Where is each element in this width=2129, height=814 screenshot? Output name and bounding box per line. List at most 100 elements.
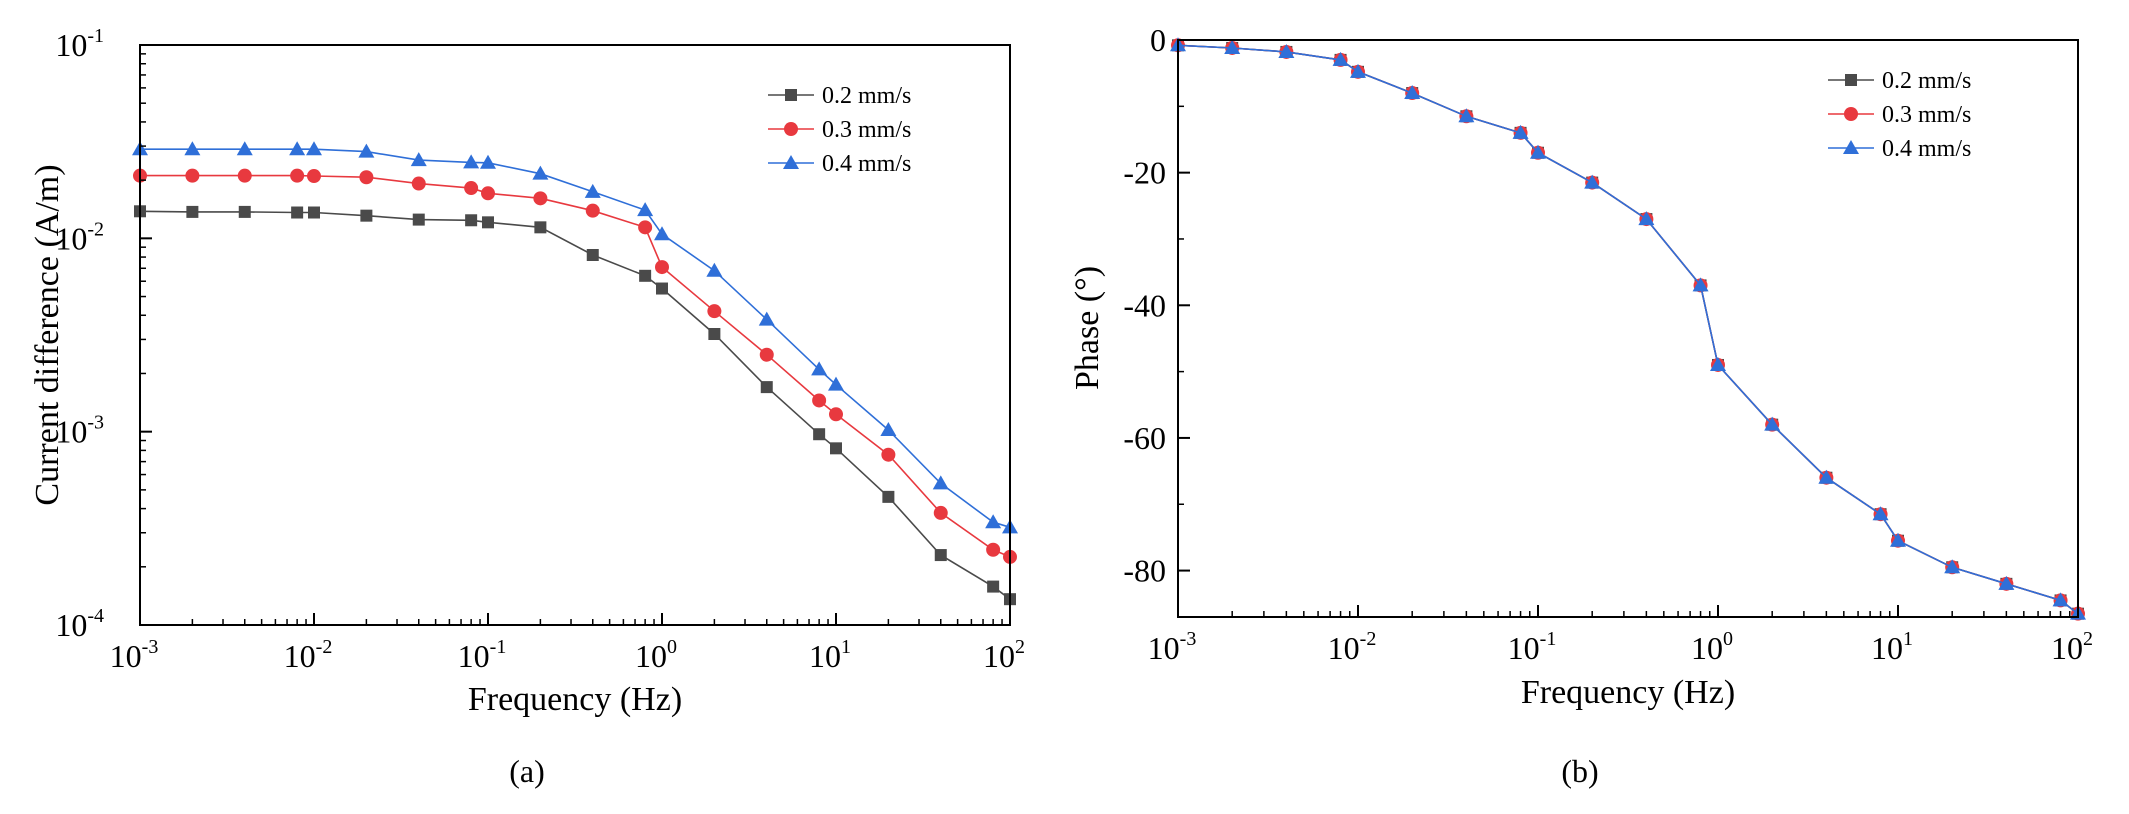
data-point [1350,63,1366,78]
series-2-a [133,168,1017,564]
legend-label: 0.3 mm/s [1882,102,1971,128]
data-point [932,475,949,490]
y-axis-title-a: Current difference (A/m) [29,164,66,505]
series-line [139,210,1011,600]
x-axis-title-b: Frequency (Hz) [1521,674,1735,711]
x-tick-label: 101 [809,636,851,674]
data-point [465,214,478,227]
data-point [411,176,426,191]
plot-area-a [132,141,1018,606]
data-point [811,361,828,376]
legend-swatch-marker [1843,140,1859,154]
data-point [881,447,896,462]
y-tick-label: -20 [1123,155,1166,191]
y-tick-label: 10-3 [55,412,104,450]
legend-label: 0.3 mm/s [822,117,911,143]
data-point [1638,211,1655,226]
data-point [186,205,199,218]
data-point [985,514,1002,529]
data-point [237,168,252,183]
legend-item: 0.2 mm/s [768,83,911,109]
plot-frame-b [1177,39,2079,618]
panel-label-a: (a) [509,753,545,789]
data-point [289,141,306,156]
data-point [585,203,600,218]
y-axis-ticks-a: 10-4 10-3 10-2 10-1 [55,25,152,643]
data-point [1332,51,1349,66]
legend-swatch-marker [1845,74,1857,86]
data-point [708,328,721,341]
x-tick-label: 102 [2051,628,2093,666]
data-point [480,154,496,169]
legend-swatch-marker [1844,107,1858,121]
data-point [1710,356,1726,371]
data-point [880,422,897,437]
data-point [1584,174,1601,189]
data-point [986,542,1001,557]
data-point [812,393,827,408]
data-point [236,141,253,156]
data-point [586,248,599,261]
series-line [140,174,1011,558]
y-tick-label: 10-1 [55,25,104,63]
data-point [184,141,201,156]
data-point [933,505,948,520]
legend-item: 0.3 mm/s [1828,102,1971,128]
series-line [1177,44,2079,615]
data-point [987,580,1000,593]
data-point [760,381,773,394]
x-tick-label: 100 [1691,628,1733,666]
x-tick-label: 10-1 [458,636,507,674]
series-3-b [1170,37,2086,620]
legend-label: 0.4 mm/s [822,151,911,177]
legend-item: 0.4 mm/s [768,151,911,177]
data-point [759,347,774,362]
data-point [238,205,251,218]
x-tick-label: 10-3 [1148,628,1197,666]
data-point [410,152,427,167]
data-point [358,143,375,158]
data-point [1458,108,1475,123]
data-point [532,165,549,180]
series-3-a [132,141,1018,534]
legend-label: 0.4 mm/s [1882,136,1971,162]
plot-area-b [1170,37,2086,621]
data-point [637,202,654,217]
data-point [291,206,304,219]
data-point [534,221,547,234]
x-axis-ticks-a: 10-3 10-2 10-1 100 101 102 [110,613,1025,674]
y-tick-label: 10-4 [55,605,104,643]
data-point [882,490,895,503]
data-point [1224,39,1241,54]
chart-panel-a: Frequency (Hz) Current difference (A/m) … [29,25,1025,789]
data-point [707,304,722,319]
x-axis-title-a: Frequency (Hz) [468,681,682,718]
x-tick-label: 101 [1871,628,1913,666]
legend-item: 0.4 mm/s [1828,136,1971,162]
legend-item: 0.3 mm/s [768,117,911,143]
data-point [359,170,374,185]
data-point [934,549,947,562]
data-point [1872,506,1889,521]
data-point [1404,85,1421,100]
data-point [464,181,479,196]
data-point [1512,124,1529,139]
data-point [308,206,320,219]
legend-swatch-marker [783,155,799,169]
data-point [290,168,305,183]
y-tick-label: -60 [1123,420,1166,456]
data-point [758,311,775,326]
data-point [584,183,601,198]
legend-swatch-marker [784,122,798,136]
x-tick-label: 10-2 [284,636,333,674]
legend-label: 0.2 mm/s [822,83,911,109]
y-tick-label: 10-2 [55,218,104,256]
data-point [638,220,653,235]
data-point [481,186,495,201]
data-point [706,262,723,277]
x-tick-label: 10-3 [110,636,159,674]
data-point [829,407,843,422]
series-line [1177,44,2079,615]
data-point [1530,144,1546,159]
data-point [360,209,373,222]
